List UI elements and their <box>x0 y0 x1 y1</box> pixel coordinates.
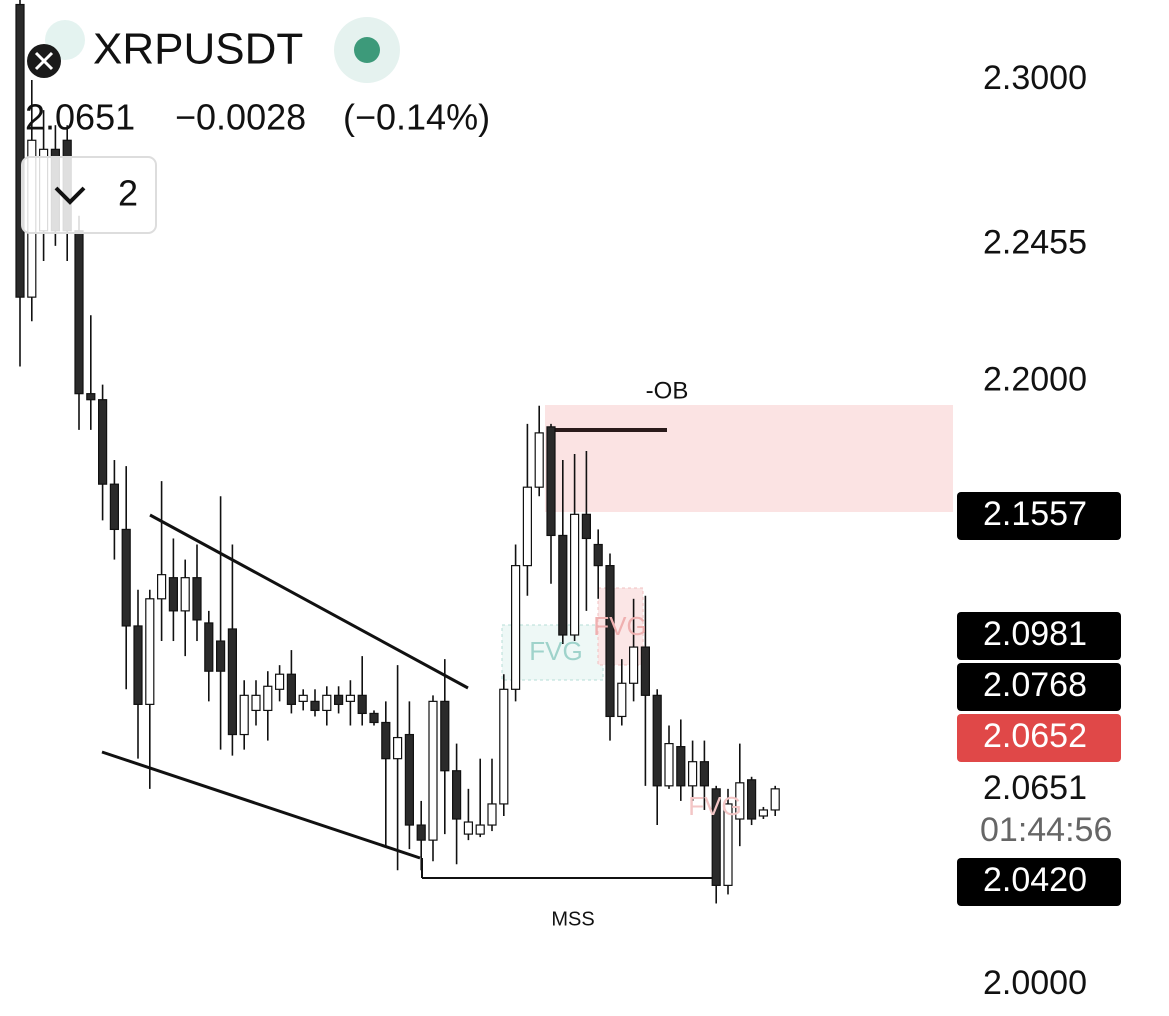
annotation: MSS <box>551 908 594 930</box>
candle-body <box>664 742 674 787</box>
candle-body <box>357 694 367 715</box>
candle-body <box>534 432 544 488</box>
candle-body <box>711 788 721 886</box>
candle-body <box>758 809 769 817</box>
candle-body <box>770 788 780 811</box>
candle-body <box>735 782 745 820</box>
candle-body <box>652 694 662 787</box>
candle-body <box>345 694 355 702</box>
candle-body <box>511 565 521 690</box>
candle-body <box>263 685 273 712</box>
candle-body <box>74 230 84 395</box>
candle-body <box>298 694 308 702</box>
indicator-count[interactable]: 2 <box>118 173 138 214</box>
candle-body <box>617 682 627 718</box>
candle-body <box>558 534 568 636</box>
trend-line <box>101 750 421 860</box>
candle-body <box>227 628 237 736</box>
price-tag-label: 2.0981 <box>983 615 1087 653</box>
candle-body <box>499 688 509 805</box>
symbol: XRPUSDT <box>93 25 303 74</box>
candle-body <box>487 803 497 826</box>
price-tag-label: 2.0652 <box>983 717 1087 755</box>
y-tick-label: 2.3000 <box>983 59 1087 97</box>
price-tag <box>957 714 1121 762</box>
indicator-toggle[interactable] <box>21 156 157 234</box>
candle-body <box>286 673 296 705</box>
annotation: -OB <box>646 377 689 404</box>
price-tag-label: 2.0651 <box>983 769 1087 807</box>
candle-body <box>640 646 651 696</box>
candle-body <box>121 528 131 627</box>
candle-body <box>628 646 639 684</box>
change-pct: (−0.14%) <box>343 97 490 138</box>
candle-body <box>145 598 155 705</box>
candle-body <box>133 625 143 705</box>
y-tick-label: 2.2455 <box>983 223 1087 261</box>
status-dot <box>354 37 380 63</box>
price-tag-label: 2.0768 <box>983 666 1087 704</box>
candle-body <box>569 513 580 636</box>
candle-body <box>699 761 710 787</box>
countdown: 01:44:56 <box>980 811 1112 849</box>
candle-body <box>322 694 332 712</box>
candle-body <box>192 577 202 621</box>
annotation: FVG <box>593 611 646 641</box>
candle-body <box>275 673 285 690</box>
candle-body <box>97 399 108 485</box>
candle-body <box>239 694 249 736</box>
chevron[interactable] <box>54 186 86 205</box>
candle-body <box>676 746 686 787</box>
candle-body <box>86 393 96 401</box>
price-tag <box>957 612 1121 660</box>
candle-body <box>157 574 167 600</box>
candle-body <box>334 694 344 705</box>
xrp-icon <box>34 51 54 71</box>
price-tag-label: 2.0420 <box>983 861 1087 899</box>
candle-body <box>180 577 190 612</box>
change: −0.0028 <box>175 97 306 138</box>
price-tag <box>957 858 1121 906</box>
candle-body <box>381 721 391 760</box>
candle-body <box>109 483 120 531</box>
candle-body <box>687 761 698 787</box>
candle-body <box>251 694 261 712</box>
price: 2.0651 <box>25 97 135 138</box>
candle-body <box>546 426 556 537</box>
candle-body <box>440 700 450 772</box>
candle-body <box>168 577 178 612</box>
candle-body <box>204 622 214 672</box>
candle-body <box>216 640 226 672</box>
candle-body <box>404 733 414 826</box>
candle-body <box>581 513 592 540</box>
candle-body <box>15 3 25 298</box>
annotation: FVG <box>688 791 741 821</box>
price-tag <box>957 663 1121 711</box>
candle-body <box>310 700 320 712</box>
price-tag-label: 2.1557 <box>983 495 1087 533</box>
candle-body <box>452 770 462 820</box>
ob-zone <box>545 405 953 512</box>
candle-body <box>393 736 403 760</box>
price-tag <box>957 492 1121 540</box>
trend-line <box>149 513 469 690</box>
candle-body <box>605 565 615 718</box>
candle-body <box>593 543 603 567</box>
annotation: FVG <box>529 636 582 666</box>
candle-body <box>416 824 426 841</box>
candle-body <box>428 700 438 841</box>
candle-body <box>723 803 733 886</box>
candle-body <box>522 486 533 567</box>
y-tick-label: 2.2000 <box>983 361 1087 399</box>
candle-body <box>746 779 757 820</box>
candle-body <box>369 712 379 724</box>
candle-body <box>475 824 485 835</box>
candle-body <box>463 821 473 835</box>
y-tick-label: 2.0000 <box>983 964 1087 1002</box>
